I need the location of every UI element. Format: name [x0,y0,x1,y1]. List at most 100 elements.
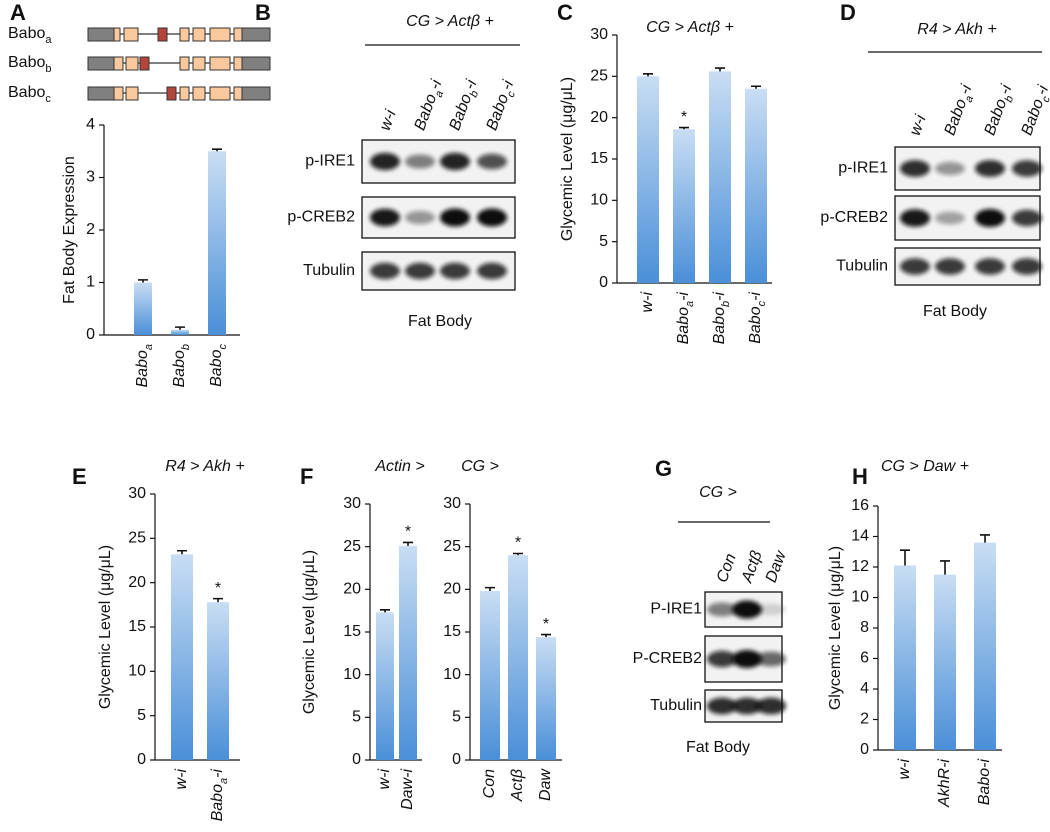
lane-label: Con [714,551,740,584]
significance-star: * [543,616,549,633]
significance-star: * [405,524,411,541]
y-tick-label: 25 [343,538,361,555]
gene-label-sub: a [45,34,52,46]
x-tick-label: Con [481,769,498,798]
gene-diagram [87,27,271,101]
gene-label: Baboa [8,25,52,46]
panel-letter: B [255,0,271,25]
lane-label: Baboc-i [1019,83,1050,139]
blot-band [756,697,786,715]
x-tick-label-sub: c [756,300,768,306]
bar [934,574,956,750]
y-tick-label: 0 [352,751,361,768]
bar [171,329,189,335]
x-tick-label: Baboa-i [209,769,230,822]
panel-letter: C [557,0,573,25]
blot-band [732,600,762,619]
y-tick-label: 25 [590,68,608,85]
bar [709,71,731,283]
y-tick-label: 5 [352,709,361,726]
blot-row-label: Tubulin [650,697,702,714]
blot-band [935,258,965,275]
panel-letter: G [655,456,672,481]
blot-band [477,262,507,280]
bar [399,545,417,760]
x-tick-label: Daw-i [399,769,416,810]
y-axis-label: Glycemic Level (μg/μL) [827,546,844,710]
blot-band [732,697,762,715]
y-tick-label: 15 [443,623,461,640]
y-tick-label: 30 [343,495,361,512]
lane-label-suffix: -i [427,77,446,92]
y-tick-label: 8 [860,619,869,636]
y-tick-label: 0 [86,326,95,343]
y-tick-label: 10 [128,663,146,680]
lane-label-sub: c [1040,94,1050,104]
lane-label-base: Babo [942,97,971,138]
y-axis-label: Glycemic Level (μg/μL) [97,545,114,709]
bar [673,129,695,283]
error-bar [513,552,523,556]
x-tick-label-base: Babo [171,350,188,387]
blot-footer: Fat Body [408,313,472,330]
y-tick-label: 25 [128,530,146,547]
lane-label-suffix: -i [1033,83,1050,98]
blot-row-label: P-IRE1 [650,601,702,618]
blot-band [900,258,930,275]
x-tick-label: Babob-i [711,292,732,345]
x-tick-label-sub: a [218,778,230,784]
blot-band [370,208,400,227]
y-tick-label: 0 [860,741,869,758]
y-tick-label: 20 [128,574,146,591]
x-tick-label-base: Babo [134,350,151,387]
bar [207,602,229,760]
x-tick-label: Baboa-i [675,292,696,345]
panel-letter: A [10,0,26,25]
blot-band [370,152,400,171]
bar [536,637,556,760]
blot-band [405,210,435,225]
lane-label: Daw [763,548,790,585]
y-axis-label: Glycemic Level (μg/μL) [301,550,318,714]
x-tick-label: w-i [376,769,393,790]
lane-label: w-i [907,112,930,137]
bar [894,565,916,750]
blot-band [1012,160,1042,177]
blot-row-label: p-CREB2 [820,209,888,226]
x-tick-label-sub: a [143,344,155,350]
error-bar [679,126,689,130]
y-tick-label: 15 [128,618,146,635]
blot-band [370,262,400,280]
lane-label-base: Babo [484,92,513,133]
blot-band [440,152,470,171]
y-tick-label: 12 [851,558,869,575]
y-tick-label: 16 [851,497,869,514]
y-tick-label: 5 [137,707,146,724]
lane-label: Actβ [738,549,765,586]
blot-band [707,650,737,668]
lane-label-base: Babo [447,92,476,133]
blot-row-label: Tubulin [303,262,355,279]
lane-label-suffix: -i [462,77,481,92]
bar [637,76,659,283]
error-bar [138,279,148,283]
x-tick-label: Babob [171,344,192,388]
blot-band [477,153,507,170]
x-tick-label-sub: b [180,344,192,350]
x-tick-label: Babo-i [976,759,993,806]
lane-label-suffix: -i [498,78,517,93]
blot-band [756,651,786,667]
y-tick-label: 3 [86,169,95,186]
error-bar [212,148,222,152]
y-tick-label: 0 [599,274,608,291]
lane-label: w-i [377,107,400,132]
y-tick-label: 0 [452,751,461,768]
y-tick-label: 10 [443,666,461,683]
lane-label-suffix: -i [997,82,1016,97]
blot-band [1012,258,1042,275]
lane-label-base: Babo [1019,97,1048,138]
lane-label: Baboc-i [484,78,521,134]
blot-row-label: p-IRE1 [838,160,888,177]
x-tick-label-base: Babo [675,307,692,344]
chart-title: Actin > [374,458,424,475]
